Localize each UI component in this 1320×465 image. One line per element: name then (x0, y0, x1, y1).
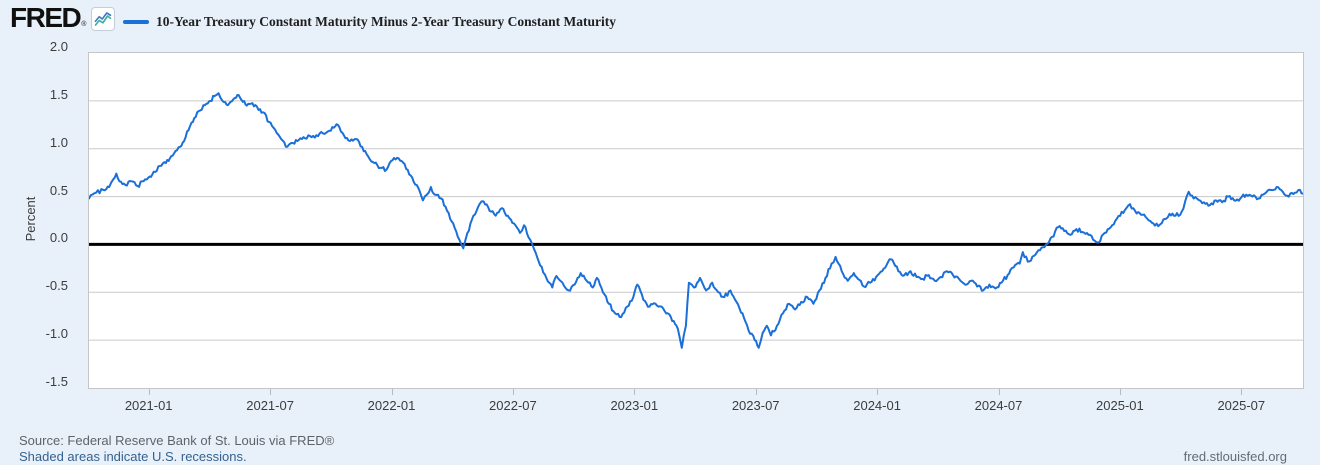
x-tick-mark (755, 389, 757, 395)
x-tick-mark (1119, 389, 1121, 395)
fred-site-link[interactable]: fred.stlouisfed.org (1183, 449, 1287, 464)
x-tick-label: 2021-07 (246, 398, 294, 413)
y-tick-label: 1.0 (49, 134, 68, 150)
x-tick-label: 2024-07 (974, 398, 1023, 413)
x-tick-mark (270, 389, 272, 395)
plot-area[interactable] (88, 52, 1304, 389)
x-tick-label: 2025-07 (1217, 398, 1266, 413)
chart-header: FRED ® 10-Year Treasury Constant Maturity… (0, 0, 1320, 40)
x-tick-mark (391, 389, 393, 395)
treasury-spread-line-chart[interactable] (89, 53, 1303, 388)
y-tick-label: 2.0 (49, 39, 68, 54)
x-tick-mark (148, 389, 150, 395)
y-tick-label: 0.0 (49, 230, 68, 246)
x-tick-mark (998, 389, 1000, 395)
fred-logo[interactable]: FRED ® (10, 2, 116, 33)
x-tick-label: 2023-07 (731, 398, 780, 413)
source-text: Source: Federal Reserve Bank of St. Loui… (19, 433, 335, 448)
x-tick-mark (877, 389, 879, 395)
x-tick-label: 2025-01 (1096, 398, 1144, 413)
x-tick-mark (634, 389, 636, 395)
x-tick-label: 2022-01 (367, 398, 416, 413)
fred-sparkline-icon (91, 7, 116, 31)
treasury-spread-series-line[interactable] (89, 92, 1303, 349)
y-tick-label: -0.5 (45, 278, 68, 294)
x-tick-label: 2022-07 (489, 398, 537, 413)
y-axis-title: Percent (22, 196, 38, 242)
y-tick-label: -1.0 (45, 326, 68, 342)
y-tick-label: -1.5 (45, 374, 68, 389)
registered-mark: ® (81, 21, 87, 28)
chart-title: 10-Year Treasury Constant Maturity Minus… (156, 14, 616, 29)
x-tick-label: 2023-01 (610, 398, 659, 413)
legend-line-swatch (123, 20, 149, 24)
x-tick-label: 2024-01 (853, 398, 901, 413)
fred-logo-text: FRED (10, 2, 82, 33)
x-tick-mark (512, 389, 514, 395)
x-tick-label: 2021-01 (124, 398, 173, 413)
x-tick-mark (1241, 389, 1243, 395)
y-tick-label: 1.5 (49, 86, 68, 102)
y-tick-label: 0.5 (49, 182, 68, 198)
recessions-note-link[interactable]: Shaded areas indicate U.S. recessions. (19, 449, 247, 464)
